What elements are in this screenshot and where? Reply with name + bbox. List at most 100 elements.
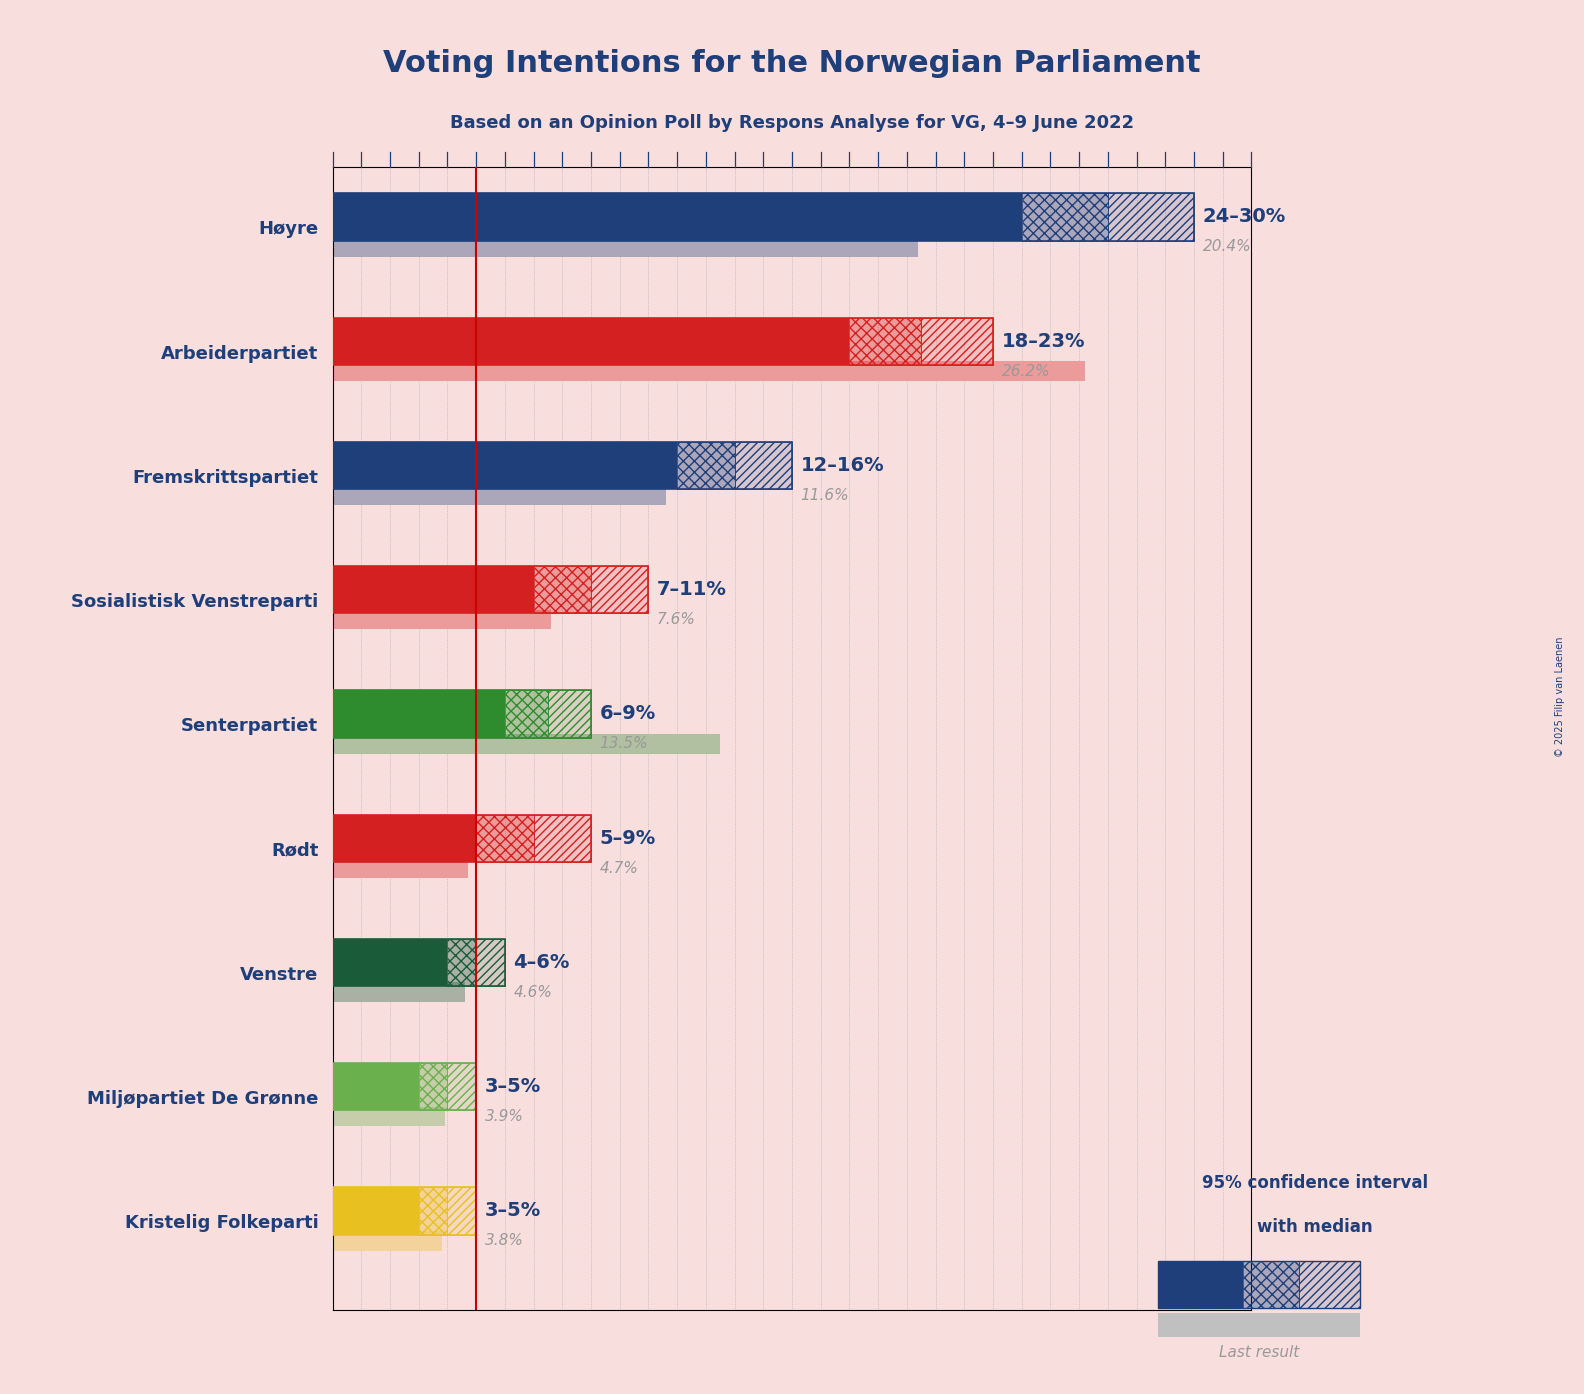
Text: 3–5%: 3–5% xyxy=(485,1078,542,1096)
Bar xyxy=(333,1064,477,1110)
Text: 3.8%: 3.8% xyxy=(485,1234,524,1248)
Text: 6–9%: 6–9% xyxy=(600,704,656,723)
Bar xyxy=(333,814,477,861)
Bar xyxy=(333,1188,418,1235)
Bar xyxy=(333,361,1085,381)
Bar xyxy=(333,485,665,505)
Text: 4.6%: 4.6% xyxy=(513,984,553,999)
Bar xyxy=(333,1064,418,1110)
Bar xyxy=(333,733,721,754)
Text: Høyre: Høyre xyxy=(258,220,318,238)
Bar xyxy=(591,566,648,613)
Bar xyxy=(447,1188,477,1235)
Bar xyxy=(505,690,548,737)
Text: 5–9%: 5–9% xyxy=(600,828,656,848)
Bar xyxy=(1243,1262,1299,1308)
Bar xyxy=(333,1107,445,1126)
Bar xyxy=(1299,1262,1361,1308)
Bar xyxy=(477,814,534,861)
Text: 4–6%: 4–6% xyxy=(513,953,570,972)
Text: 3–5%: 3–5% xyxy=(485,1202,542,1221)
Bar xyxy=(418,1188,447,1235)
Bar xyxy=(333,194,1022,241)
Bar xyxy=(477,940,505,986)
Bar xyxy=(333,566,648,613)
Text: 20.4%: 20.4% xyxy=(1202,240,1251,254)
Bar xyxy=(447,940,477,986)
Bar xyxy=(534,566,591,613)
Bar xyxy=(534,814,591,861)
Bar xyxy=(477,814,534,861)
Bar xyxy=(333,442,678,489)
Bar xyxy=(333,983,464,1002)
Text: Miljøpartiet De Grønne: Miljøpartiet De Grønne xyxy=(87,1090,318,1108)
Bar xyxy=(849,318,922,365)
Text: 24–30%: 24–30% xyxy=(1202,208,1286,226)
Text: 11.6%: 11.6% xyxy=(800,488,849,503)
Bar xyxy=(418,1188,447,1235)
Bar xyxy=(505,690,548,737)
Text: 7.6%: 7.6% xyxy=(657,612,695,627)
Bar xyxy=(735,442,792,489)
Bar xyxy=(534,814,591,861)
Bar xyxy=(1243,1262,1299,1308)
Text: Last result: Last result xyxy=(1218,1345,1299,1361)
Bar xyxy=(333,194,1194,241)
Text: 13.5%: 13.5% xyxy=(600,736,648,751)
Bar xyxy=(447,1064,477,1110)
Bar xyxy=(849,318,922,365)
Bar xyxy=(333,690,505,737)
Text: Rødt: Rødt xyxy=(271,842,318,860)
Bar xyxy=(333,237,919,256)
Bar xyxy=(333,566,534,613)
Bar xyxy=(333,814,591,861)
Bar xyxy=(678,442,735,489)
Text: 12–16%: 12–16% xyxy=(800,456,884,475)
Bar xyxy=(333,859,467,878)
Text: 18–23%: 18–23% xyxy=(1001,332,1085,351)
Text: Arbeiderpartiet: Arbeiderpartiet xyxy=(162,344,318,362)
Text: 7–11%: 7–11% xyxy=(657,580,727,599)
Text: 95% confidence interval: 95% confidence interval xyxy=(1202,1174,1427,1192)
Bar xyxy=(922,318,993,365)
Bar xyxy=(678,442,735,489)
Bar xyxy=(591,566,648,613)
Bar xyxy=(1107,194,1194,241)
Bar xyxy=(418,1064,447,1110)
Bar xyxy=(418,1064,447,1110)
Text: © 2025 Filip van Laenen: © 2025 Filip van Laenen xyxy=(1555,637,1565,757)
Bar xyxy=(735,442,792,489)
Bar xyxy=(1299,1262,1361,1308)
Bar xyxy=(922,318,993,365)
Bar xyxy=(333,442,792,489)
Bar xyxy=(534,566,591,613)
Bar xyxy=(447,1188,477,1235)
Text: with median: with median xyxy=(1258,1218,1372,1236)
Bar xyxy=(447,940,477,986)
Bar xyxy=(333,1231,442,1250)
Bar xyxy=(333,690,591,737)
Bar xyxy=(333,609,551,630)
Text: Based on an Opinion Poll by Respons Analyse for VG, 4–9 June 2022: Based on an Opinion Poll by Respons Anal… xyxy=(450,114,1134,132)
Bar xyxy=(548,690,591,737)
Text: 3.9%: 3.9% xyxy=(485,1110,524,1124)
Text: Voting Intentions for the Norwegian Parliament: Voting Intentions for the Norwegian Parl… xyxy=(383,49,1201,78)
Text: 26.2%: 26.2% xyxy=(1001,364,1050,379)
Bar xyxy=(1158,1313,1361,1337)
Bar xyxy=(1158,1262,1243,1308)
Text: Sosialistisk Venstreparti: Sosialistisk Venstreparti xyxy=(71,594,318,611)
Bar xyxy=(333,940,447,986)
Bar xyxy=(1022,194,1107,241)
Bar xyxy=(1022,194,1107,241)
Text: Fremskrittspartiet: Fremskrittspartiet xyxy=(133,468,318,487)
Bar xyxy=(1107,194,1194,241)
Bar xyxy=(548,690,591,737)
Bar xyxy=(333,940,505,986)
Text: Kristelig Folkeparti: Kristelig Folkeparti xyxy=(125,1214,318,1232)
Bar xyxy=(477,940,505,986)
Text: Venstre: Venstre xyxy=(241,966,318,984)
Text: 4.7%: 4.7% xyxy=(600,860,638,875)
Bar xyxy=(1158,1262,1361,1308)
Text: Senterpartiet: Senterpartiet xyxy=(181,718,318,736)
Bar xyxy=(447,1064,477,1110)
